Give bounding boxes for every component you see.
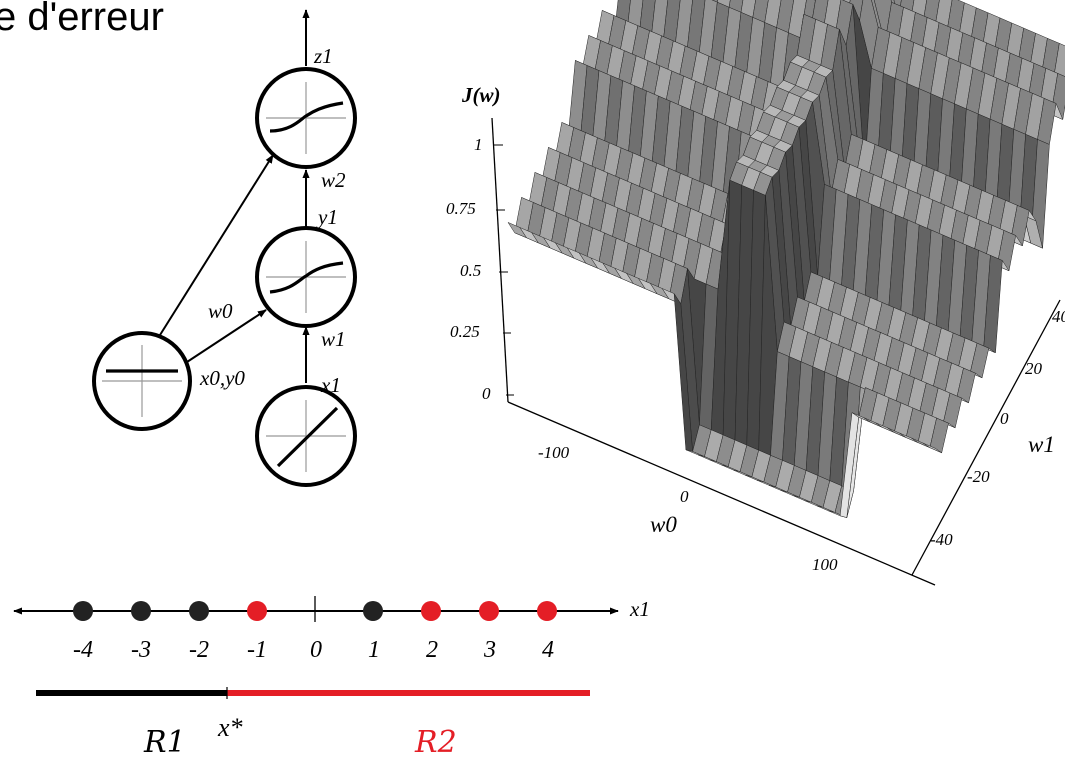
edge-x0-to-z	[159, 154, 274, 336]
w1-axis	[911, 299, 1061, 576]
tick-labels: -4 -3 -2 -1 0 1 2 3 4	[73, 637, 554, 663]
tick-label: 0	[310, 637, 322, 663]
w1-axis-label: w1	[1028, 432, 1055, 457]
sample-point	[537, 601, 557, 621]
sample-point	[247, 601, 267, 621]
tick-label: -4	[73, 637, 93, 663]
w1-tick-20: 20	[1025, 359, 1043, 378]
label-y1: y1	[316, 205, 338, 229]
z-tick-1: 1	[474, 135, 483, 154]
x1-axis-label: x1	[629, 597, 650, 621]
label-w0: w0	[208, 299, 233, 323]
label-x0-y0: x0,y0	[199, 366, 245, 390]
w1-tick-neg40: -40	[930, 530, 953, 549]
network-diagram: z1 w2 y1 w0 w1 x0,y0 x1	[92, 9, 357, 487]
z-axis	[491, 117, 509, 403]
input-node-x1	[255, 385, 357, 487]
w0-tick-100: 100	[812, 555, 838, 574]
error-surface-plot: 1 0.75 0.5 0.25 0 J(w) -100 0 100 w0 40 …	[446, 0, 1065, 586]
tick-label: 4	[542, 637, 554, 663]
label-w1: w1	[321, 327, 346, 351]
threshold-label: x*	[217, 713, 243, 742]
z-ticks	[494, 144, 514, 396]
surface-facet	[922, 442, 942, 454]
sample-point	[189, 601, 209, 621]
w0-tick-0: 0	[680, 487, 689, 506]
label-z1: z1	[313, 44, 333, 68]
sample-points	[73, 601, 557, 621]
z-tick-075: 0.75	[446, 199, 476, 218]
tick-label: 1	[368, 637, 380, 663]
label-w2: w2	[321, 168, 346, 192]
tick-label: -3	[131, 637, 151, 663]
tick-label: 2	[426, 637, 438, 663]
region2-label: R2	[414, 725, 457, 760]
sample-point	[421, 601, 441, 621]
z-tick-025: 0.25	[450, 322, 480, 341]
hidden-node-y	[255, 226, 357, 328]
output-node-z	[255, 67, 357, 169]
surface-mesh-front	[507, 35, 1016, 518]
w1-tick-0: 0	[1000, 409, 1009, 428]
sample-point	[73, 601, 93, 621]
w1-tick-40: 40	[1052, 307, 1065, 326]
slide-title: e d'erreur	[0, 0, 164, 39]
w1-tick-neg20: -20	[967, 467, 990, 486]
tick-label: -2	[189, 637, 209, 663]
bias-node-x0	[92, 331, 192, 431]
z-tick-05: 0.5	[460, 261, 481, 280]
z-tick-0: 0	[482, 384, 491, 403]
sample-point	[479, 601, 499, 621]
region1-label: R1	[143, 725, 186, 760]
number-line-figure: x1 -4 -3 -2 -1 0 1 2 3 4 x* R1 R2	[13, 596, 650, 760]
w0-tick-neg100: -100	[538, 443, 570, 462]
tick-label: -1	[247, 637, 267, 663]
sample-point	[131, 601, 151, 621]
w0-axis-label: w0	[650, 512, 677, 537]
tick-label: 3	[483, 637, 496, 663]
edge-x0-to-y	[186, 309, 267, 363]
w0-axis	[507, 401, 936, 586]
label-x1: x1	[320, 373, 341, 397]
z-axis-label: J(w)	[461, 83, 501, 107]
sample-point	[363, 601, 383, 621]
